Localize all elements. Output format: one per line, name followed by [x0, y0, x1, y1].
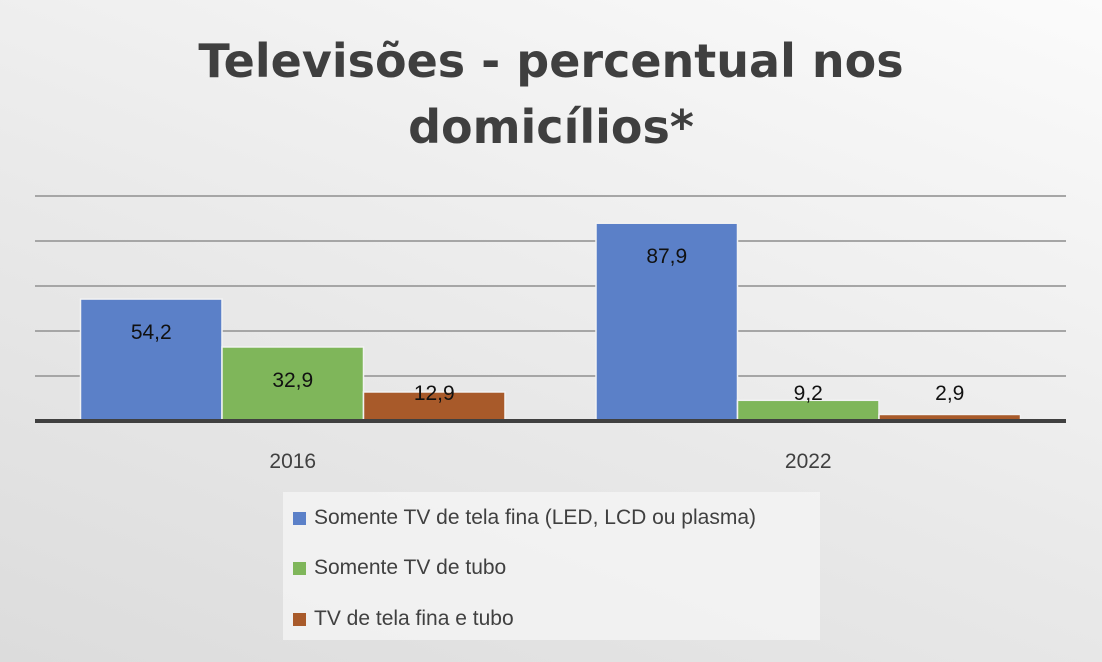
chart-title-line-1: Televisões - percentual nos — [198, 34, 904, 88]
data-label: 87,9 — [646, 245, 687, 268]
legend-swatch — [293, 511, 306, 525]
legend-item: Somente TV de tubo — [293, 556, 506, 580]
legend-label: Somente TV de tela fina (LED, LCD ou pla… — [314, 506, 756, 529]
bar — [221, 346, 365, 422]
data-label: 12,9 — [414, 382, 455, 405]
legend-item: TV de tela fina e tubo — [293, 607, 514, 631]
bar — [595, 222, 739, 422]
data-label: 9,2 — [794, 382, 823, 405]
legend-label: TV de tela fina e tubo — [314, 607, 514, 630]
legend-label: Somente TV de tubo — [314, 556, 507, 579]
category-label: 2022 — [785, 450, 832, 473]
category-label: 2016 — [269, 450, 316, 473]
data-label: 2,9 — [935, 382, 964, 405]
legend: Somente TV de tela fina (LED, LCD ou pla… — [283, 492, 820, 640]
chart-title: Televisões - percentual nos domicílios* — [0, 28, 1102, 160]
legend-item: Somente TV de tela fina (LED, LCD ou pla… — [293, 506, 756, 530]
bar — [362, 391, 506, 422]
data-label: 54,2 — [131, 321, 172, 344]
chart-title-line-2: domicílios* — [408, 100, 694, 154]
legend-swatch — [293, 561, 306, 575]
legend-swatch — [293, 612, 306, 626]
bar — [79, 298, 223, 422]
data-label: 32,9 — [272, 369, 313, 392]
